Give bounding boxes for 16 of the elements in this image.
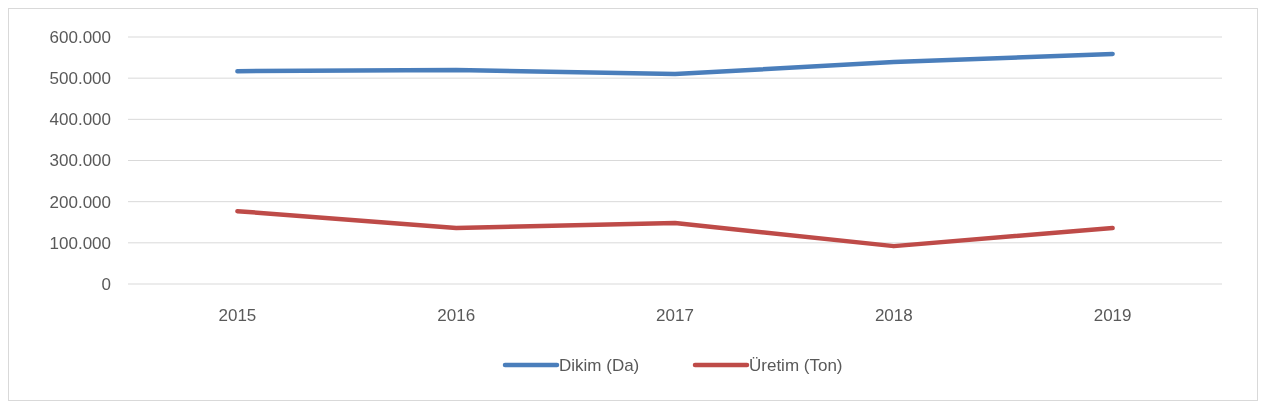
legend-label: Dikim (Da) bbox=[559, 355, 640, 375]
y-tick-label: 400.000 bbox=[49, 110, 111, 130]
y-tick-label: 300.000 bbox=[49, 151, 111, 171]
y-tick-label: 200.000 bbox=[49, 192, 111, 212]
x-tick-label: 2017 bbox=[656, 306, 694, 325]
legend-label: Üretim (Ton) bbox=[749, 355, 843, 375]
x-tick-label: 2015 bbox=[218, 306, 257, 325]
line-series bbox=[235, 51, 1115, 77]
y-tick-label: 500.000 bbox=[49, 69, 111, 89]
y-tick-label: 0 bbox=[101, 274, 111, 294]
y-tick-label: 100.000 bbox=[49, 233, 111, 253]
x-tick-label: 2019 bbox=[1093, 306, 1132, 325]
x-tick-label: 2018 bbox=[874, 306, 913, 325]
y-tick-label: 600.000 bbox=[49, 27, 111, 47]
x-tick-label: 2016 bbox=[437, 306, 476, 325]
line-series bbox=[235, 208, 1115, 249]
